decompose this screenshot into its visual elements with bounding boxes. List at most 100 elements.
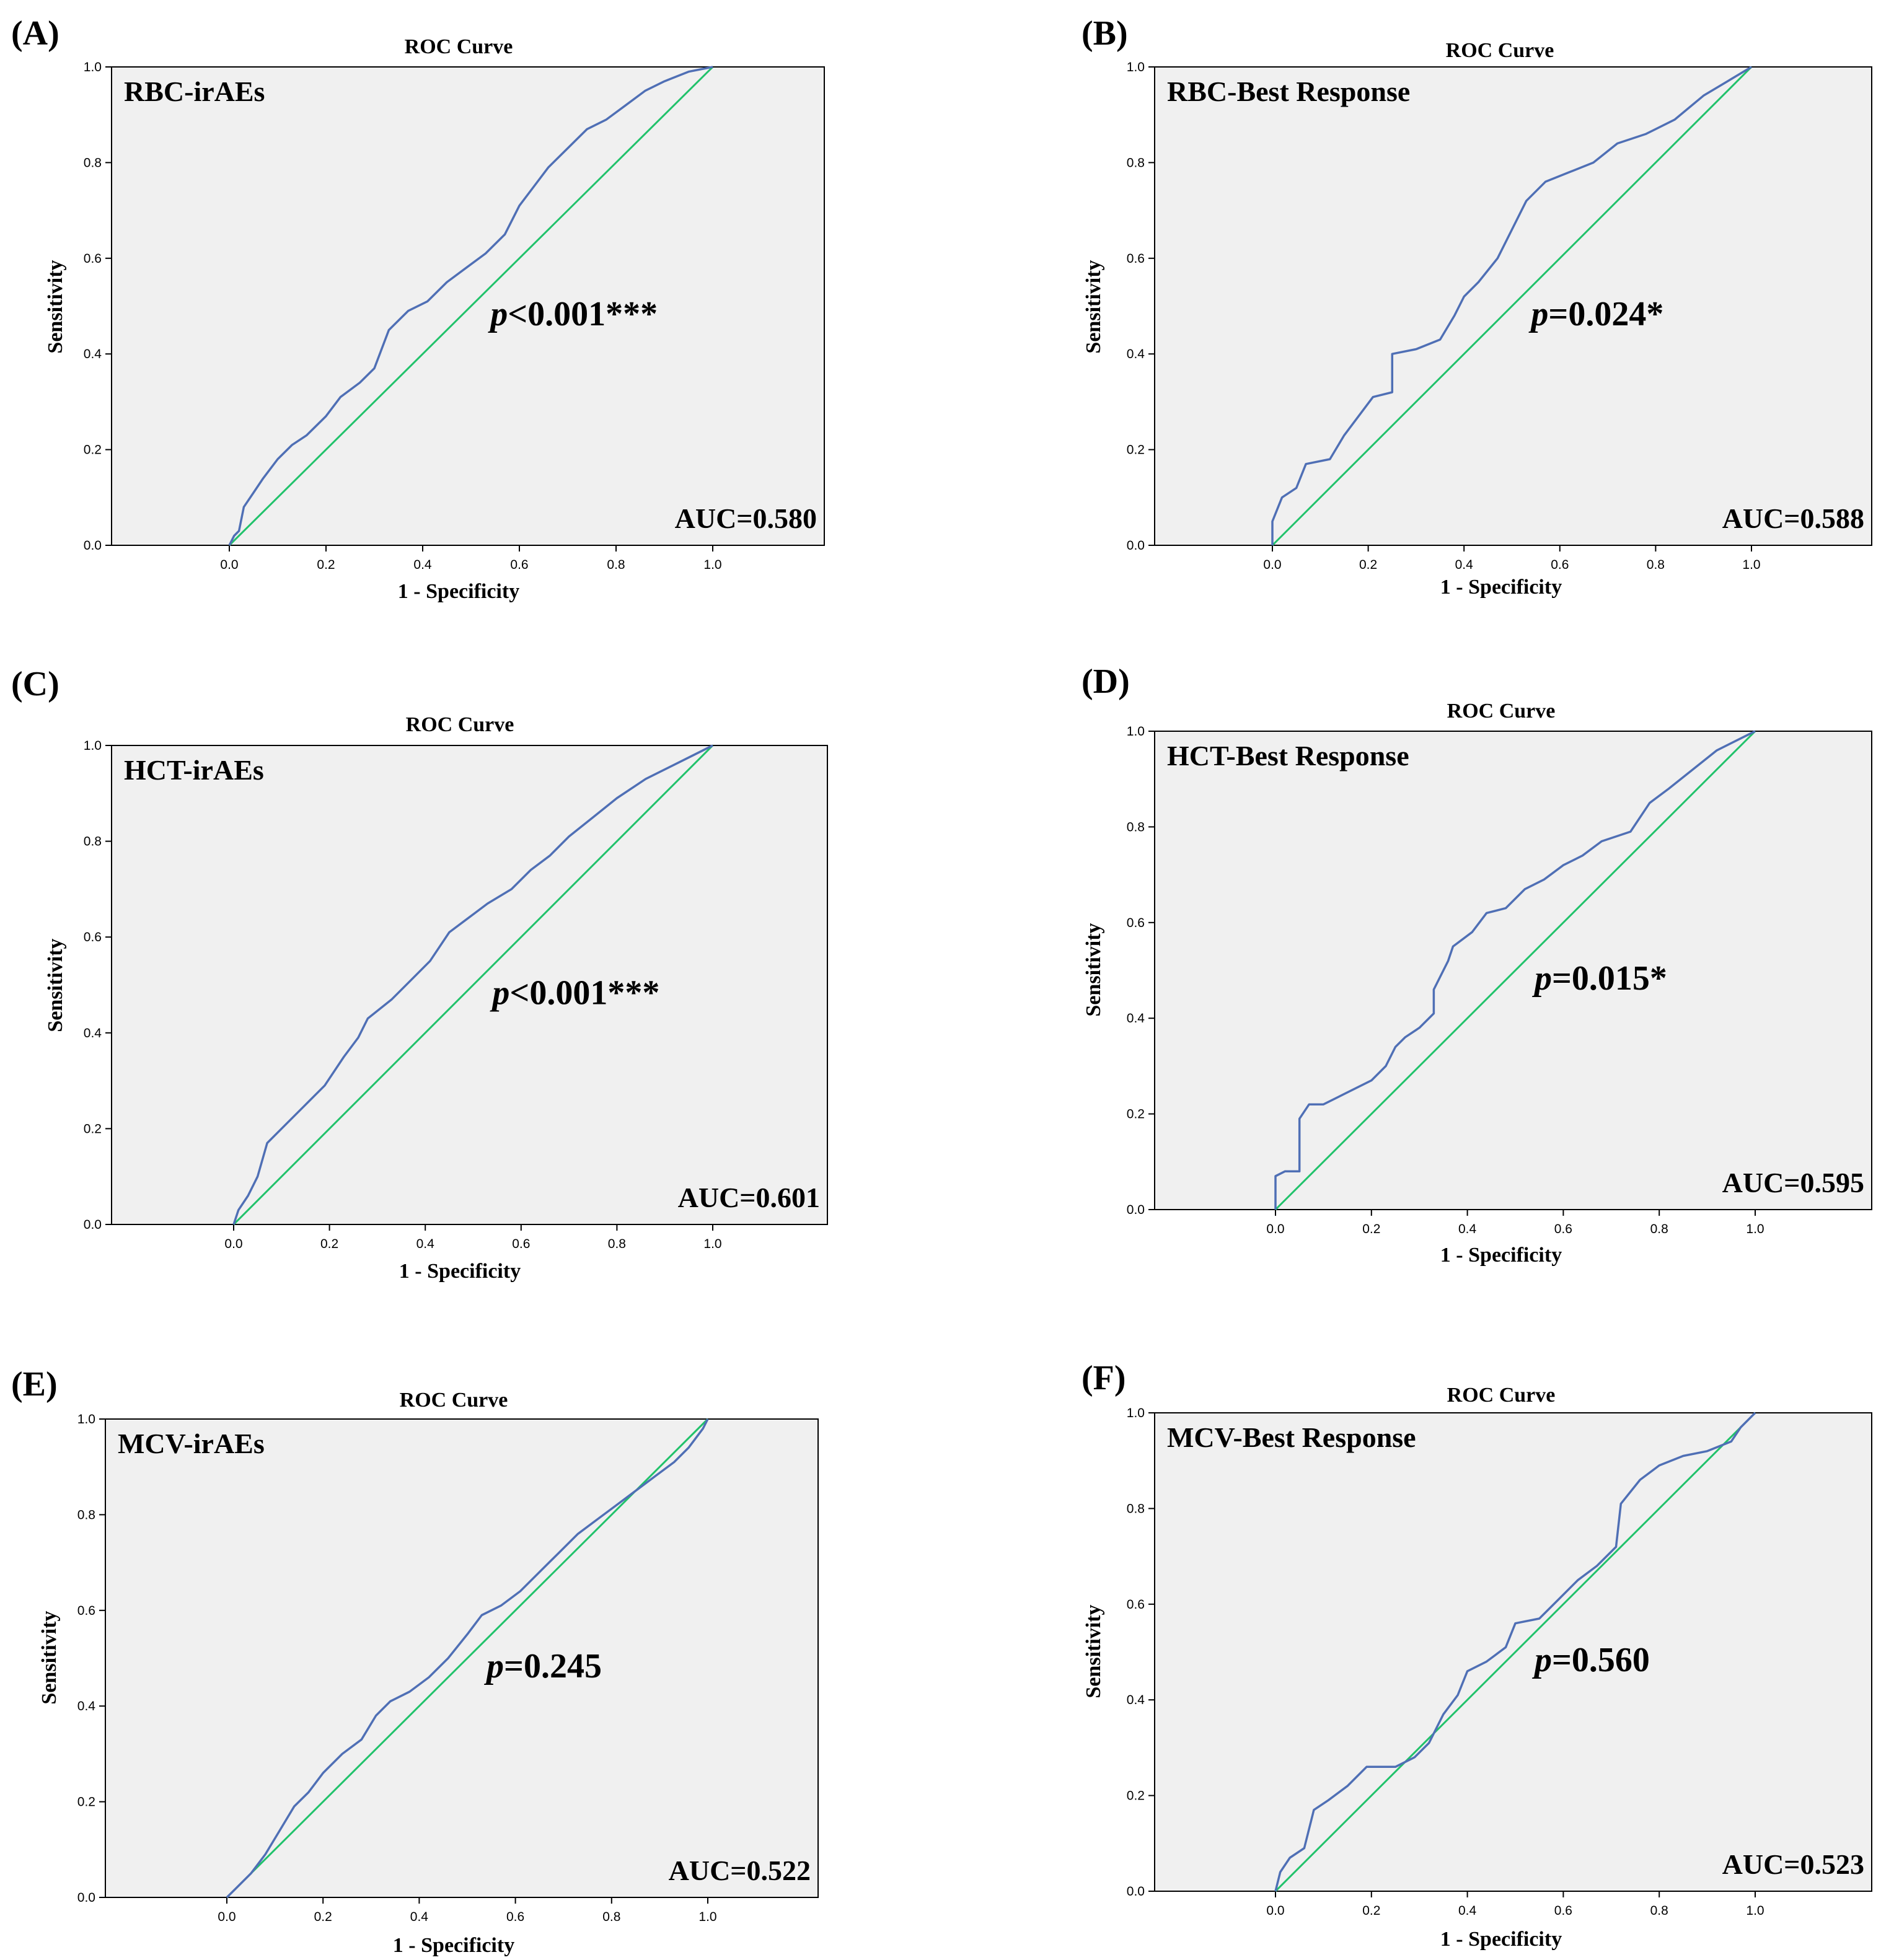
x-tick-label: 0.4 xyxy=(1458,1222,1477,1236)
p-value-label: p<0.001*** xyxy=(490,973,659,1012)
y-axis-label: Sensitivity xyxy=(44,938,67,1032)
x-tick-label: 0.4 xyxy=(1458,1904,1477,1918)
x-axis-label: 1 - Specificity xyxy=(1440,576,1562,599)
panel-letter: (E) xyxy=(11,1365,58,1404)
y-tick-label: 1.0 xyxy=(1127,60,1145,74)
y-tick-label: 0.4 xyxy=(84,1026,102,1040)
panel-letter: (A) xyxy=(11,14,59,53)
roc-curve xyxy=(226,1418,709,1899)
p-symbol: p xyxy=(484,1647,504,1685)
reference-line xyxy=(1271,66,1753,547)
reference-line xyxy=(1274,1412,1756,1892)
chart-title: ROC Curve xyxy=(1446,39,1554,62)
reference-line xyxy=(226,1418,709,1899)
curve-label: HCT-irAEs xyxy=(124,754,264,786)
x-tick-label: 0.6 xyxy=(506,1910,524,1924)
auc-label: AUC=0.595 xyxy=(1722,1167,1864,1198)
y-tick-label: 0.0 xyxy=(1127,1884,1145,1899)
y-tick-label: 0.4 xyxy=(1127,1693,1145,1707)
x-tick-label: 1.0 xyxy=(703,1237,721,1251)
p-symbol: p xyxy=(490,973,509,1012)
auc-label: AUC=0.522 xyxy=(669,1855,811,1886)
p-value-text: <0.001*** xyxy=(508,295,658,333)
p-value-text: =0.015* xyxy=(1552,959,1667,998)
chart-title: ROC Curve xyxy=(400,1389,508,1412)
y-tick-label: 0.6 xyxy=(84,930,102,944)
x-tick-label: 0.6 xyxy=(510,558,528,572)
y-tick-label: 0.8 xyxy=(1127,156,1145,170)
x-tick-label: 0.8 xyxy=(602,1910,620,1924)
x-tick-label: 0.2 xyxy=(314,1910,332,1924)
x-tick-label: 1.0 xyxy=(1746,1222,1764,1236)
roc-panel-3: (C) ROC Curve 0.0 0.2 0.4 0.6 0.8 1.0 0.0 0.2 0.4 0… xyxy=(11,665,828,1283)
y-tick-label: 0.4 xyxy=(84,347,102,361)
y-tick-label: 1.0 xyxy=(1127,1406,1145,1420)
y-axis-label: Sensitivity xyxy=(1082,923,1105,1016)
x-tick-label: 1.0 xyxy=(698,1910,716,1924)
x-tick-label: 1.0 xyxy=(1742,558,1760,572)
y-tick-label: 0.4 xyxy=(1127,347,1145,361)
y-tick-label: 0.6 xyxy=(84,252,102,266)
curve-label: RBC-Best Response xyxy=(1167,76,1410,107)
p-value-label: p<0.001*** xyxy=(488,295,658,333)
reference-line xyxy=(232,744,714,1226)
auc-label: AUC=0.580 xyxy=(675,503,817,534)
y-tick-label: 0.8 xyxy=(1127,1501,1145,1516)
x-axis-label: 1 - Specificity xyxy=(1440,1928,1562,1951)
plot-area xyxy=(111,66,825,546)
p-symbol: p xyxy=(488,295,508,333)
chart-title: ROC Curve xyxy=(1447,1384,1556,1407)
p-value-text: =0.024* xyxy=(1548,295,1663,333)
y-tick-label: 0.2 xyxy=(84,1122,102,1136)
y-tick-label: 1.0 xyxy=(77,1412,95,1426)
y-tick-label: 0.0 xyxy=(1127,538,1145,553)
panel-letter: (D) xyxy=(1081,662,1130,701)
y-axis-label: Sensitivity xyxy=(44,260,67,353)
x-tick-label: 0.6 xyxy=(512,1237,530,1251)
chart-title: ROC Curve xyxy=(405,35,513,58)
roc-curve xyxy=(1274,1412,1756,1892)
roc-curve xyxy=(232,744,713,1225)
reference-line xyxy=(1274,730,1756,1211)
x-tick-label: 0.2 xyxy=(1359,558,1377,572)
x-tick-label: 0.0 xyxy=(220,558,238,572)
x-axis-label: 1 - Specificity xyxy=(399,1260,521,1283)
y-tick-label: 0.8 xyxy=(84,835,102,849)
x-tick-label: 0.0 xyxy=(1266,1222,1284,1236)
curve-label: RBC-irAEs xyxy=(124,76,265,107)
auc-label: AUC=0.601 xyxy=(678,1182,820,1213)
x-tick-label: 0.4 xyxy=(410,1910,429,1924)
chart-title: ROC Curve xyxy=(406,713,514,736)
roc-panel-6: (F) ROC Curve 0.0 0.2 0.4 0.6 0.8 1.0 0.0 0.2 0.4 0… xyxy=(1081,1359,1872,1951)
plot-area xyxy=(105,1418,819,1898)
y-axis-label: Sensitivity xyxy=(1082,1604,1105,1698)
y-axis-label: Sensitivity xyxy=(1082,260,1105,353)
p-value-label: p=0.245 xyxy=(484,1647,602,1685)
roc-curve xyxy=(228,66,713,546)
y-tick-label: 0.2 xyxy=(77,1795,95,1809)
y-tick-label: 0.2 xyxy=(84,443,102,457)
y-tick-label: 0.8 xyxy=(84,156,102,170)
chart-title: ROC Curve xyxy=(1447,700,1556,723)
y-tick-label: 1.0 xyxy=(84,60,102,74)
x-tick-label: 0.0 xyxy=(1263,558,1281,572)
y-tick-label: 1.0 xyxy=(1127,724,1145,739)
x-tick-label: 0.8 xyxy=(608,1237,626,1251)
y-tick-label: 0.0 xyxy=(1127,1203,1145,1217)
plot-area xyxy=(111,745,828,1225)
x-tick-label: 0.0 xyxy=(1266,1904,1284,1918)
roc-curve xyxy=(1274,730,1756,1210)
p-symbol: p xyxy=(1532,959,1552,998)
p-value-text: =0.560 xyxy=(1552,1641,1650,1679)
panel-letter: (B) xyxy=(1081,14,1128,53)
x-tick-label: 0.0 xyxy=(218,1910,236,1924)
p-value-label: p=0.560 xyxy=(1532,1641,1650,1679)
p-value-label: p=0.024* xyxy=(1528,295,1663,333)
x-tick-label: 0.6 xyxy=(1551,558,1569,572)
x-axis-label: 1 - Specificity xyxy=(393,1934,514,1957)
x-tick-label: 0.8 xyxy=(1650,1904,1668,1918)
x-tick-label: 0.0 xyxy=(224,1237,242,1251)
y-axis-label: Sensitivity xyxy=(38,1611,61,1704)
y-tick-label: 0.2 xyxy=(1127,1107,1145,1122)
